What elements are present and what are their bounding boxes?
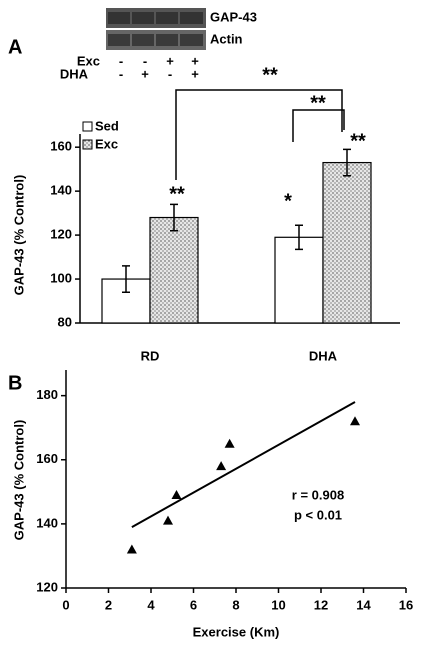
blot-image — [106, 8, 206, 50]
legend-label: Exc — [95, 136, 118, 151]
x-tick-label: 6 — [190, 597, 197, 612]
data-point — [350, 416, 360, 426]
x-tick-label: 4 — [147, 597, 155, 612]
x-tick-label: 16 — [399, 597, 413, 612]
legend-label: Sed — [95, 118, 119, 133]
stat-label: r = 0.908 — [292, 487, 344, 502]
significance-label: ** — [350, 130, 366, 152]
blot-band-label: Actin — [210, 31, 243, 46]
y-tick-label: 160 — [36, 451, 58, 466]
x-tick-label: 14 — [356, 597, 371, 612]
blot-sign: + — [191, 66, 199, 81]
y-tick-label: 80 — [58, 314, 72, 329]
y-tick-label: 140 — [50, 183, 72, 198]
error-bar — [170, 203, 178, 232]
x-tick-label: RD — [141, 348, 160, 363]
y-tick-label: 140 — [36, 515, 58, 530]
x-tick-label: 12 — [314, 597, 328, 612]
bar — [322, 161, 372, 324]
bar — [149, 216, 199, 324]
data-point — [163, 515, 173, 525]
data-point — [171, 490, 182, 500]
blot-sign: + — [141, 66, 149, 81]
bar — [274, 236, 324, 324]
blot-sign: + — [166, 53, 174, 68]
y-tick-label: 160 — [50, 139, 72, 154]
panel-label: B — [8, 372, 22, 394]
blot-sign: + — [191, 53, 199, 68]
x-tick-label: DHA — [309, 348, 338, 363]
y-axis-label: GAP-43 (% Control) — [11, 175, 26, 296]
blot-band-label: GAP-43 — [210, 9, 257, 24]
y-tick-label: 180 — [36, 387, 58, 402]
blot-row-label: Exc — [77, 53, 100, 68]
significance-label: ** — [262, 64, 278, 86]
blot-sign: - — [119, 53, 123, 68]
legend-swatch — [82, 139, 93, 150]
error-bar — [343, 148, 351, 177]
data-point — [224, 438, 235, 448]
y-tick-label: 100 — [50, 270, 72, 285]
data-point — [126, 544, 137, 554]
fit-line — [131, 401, 356, 528]
blot-sign: - — [119, 66, 123, 81]
x-tick-label: 2 — [105, 597, 112, 612]
blot-sign: - — [143, 53, 147, 68]
y-tick-label: 120 — [36, 579, 58, 594]
blot-sign: - — [168, 66, 172, 81]
x-tick-label: 0 — [62, 597, 69, 612]
x-tick-label: 8 — [232, 597, 239, 612]
bracket — [175, 89, 343, 180]
x-axis-label: Exercise (Km) — [193, 624, 280, 639]
significance-label: ** — [169, 183, 185, 205]
error-bar — [122, 265, 130, 293]
significance-label: * — [284, 190, 292, 212]
legend-swatch — [82, 121, 93, 132]
bracket — [292, 109, 345, 142]
error-bar — [295, 224, 303, 251]
stat-label: p < 0.01 — [294, 507, 342, 522]
significance-label: ** — [310, 92, 326, 114]
data-point — [216, 461, 227, 471]
blot-row-label: DHA — [60, 66, 89, 81]
x-tick-label: 10 — [271, 597, 285, 612]
y-tick-label: 120 — [50, 227, 72, 242]
y-axis-label: GAP-43 (% Control) — [11, 420, 26, 541]
panel-label: A — [8, 36, 22, 58]
